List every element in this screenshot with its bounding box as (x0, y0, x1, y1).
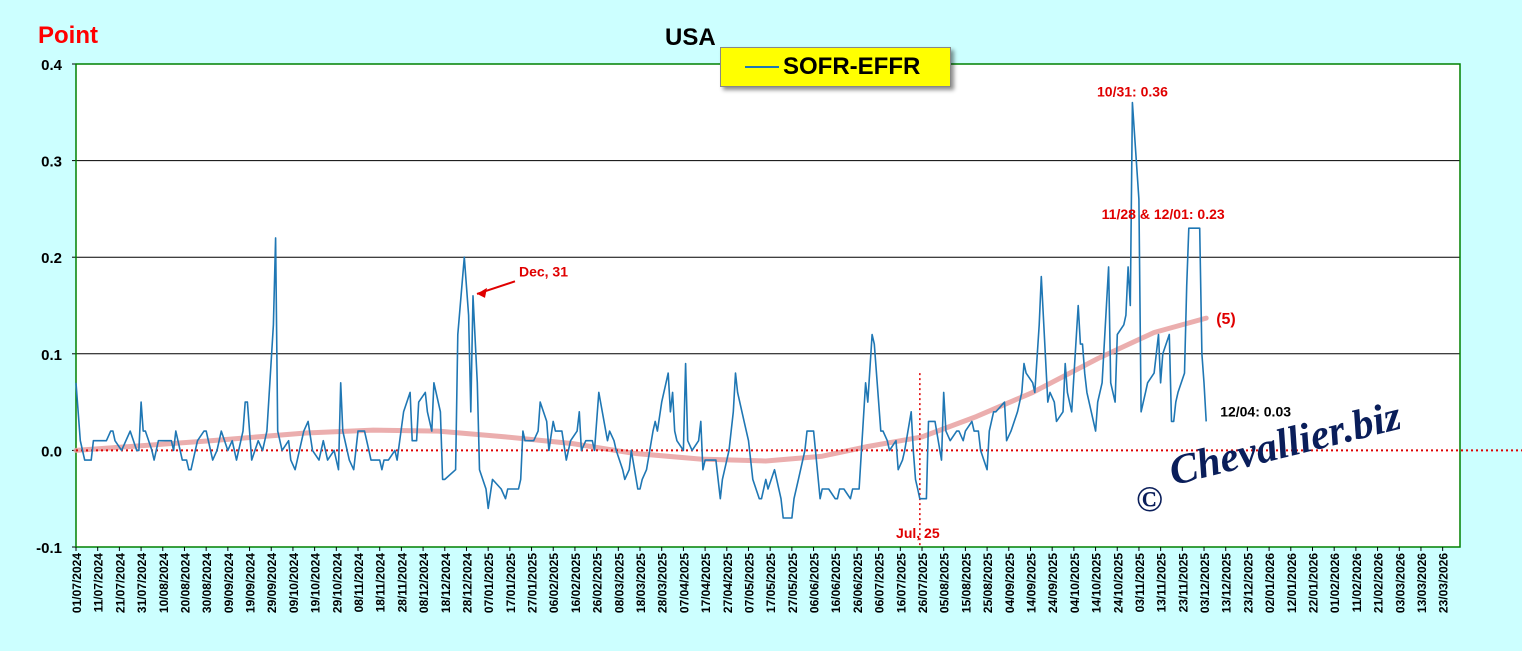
watermark: © Chevallier.biz (1128, 393, 1448, 530)
x-tick-label: 24/09/2025 (1046, 553, 1060, 613)
x-tick-label: 26/06/2025 (851, 553, 865, 613)
x-tick-label: 28/03/2025 (656, 553, 670, 613)
x-tick-label: 29/10/2024 (330, 553, 344, 613)
x-tick-label: 18/12/2024 (439, 553, 453, 613)
x-tick-label: 06/07/2025 (873, 553, 887, 613)
legend-line-swatch (745, 66, 779, 68)
annotation-peak-1031: 10/31: 0.36 (1097, 84, 1168, 100)
gridlines (76, 64, 1460, 547)
x-tick-label: 27/01/2025 (526, 553, 540, 613)
x-tick-label: 28/11/2024 (395, 553, 409, 613)
x-tick-label: 01/07/2024 (70, 553, 84, 613)
x-tick-label: 07/04/2025 (677, 553, 691, 613)
x-tick-label: 07/05/2025 (742, 553, 756, 613)
x-tick-label: 19/09/2024 (244, 553, 258, 613)
annotation-arrow-head (476, 287, 487, 298)
legend: SOFR-EFFR (720, 47, 951, 87)
x-tick-label: 13/11/2025 (1155, 553, 1169, 613)
x-tick-label: 15/08/2025 (959, 553, 973, 613)
x-tick-label: 18/11/2024 (374, 553, 388, 613)
annotation-peak-1128: 11/28 & 12/01: 0.23 (1102, 206, 1225, 222)
y-tick-label: 0.0 (41, 443, 62, 460)
x-tick-label: 03/03/2026 (1393, 553, 1407, 613)
x-tick-label: 05/08/2025 (938, 553, 952, 613)
x-tick-label: 17/04/2025 (699, 553, 713, 613)
y-tick-label: 0.2 (41, 250, 62, 267)
y-tick-label: 0.3 (41, 154, 62, 171)
annotations: 10/31: 0.36 11/28 & 12/01: 0.23 Dec, 31 (5)… (476, 84, 1291, 541)
x-tick-label: 13/03/2026 (1415, 553, 1429, 613)
annotation-dec31: Dec, 31 (519, 264, 568, 280)
x-tick-label: 04/09/2025 (1003, 553, 1017, 613)
chart-title: USA (665, 24, 716, 51)
watermark-copyright-symbol: © (1136, 479, 1163, 519)
x-tick-label: 11/02/2026 (1350, 553, 1364, 613)
x-tick-label: 09/10/2024 (287, 553, 301, 613)
x-tick-label: 29/09/2024 (265, 553, 279, 613)
y-tick-label: -0.1 (36, 540, 62, 557)
x-tick-label: 21/02/2026 (1372, 553, 1386, 613)
x-tick-label: 16/07/2025 (894, 553, 908, 613)
x-tick-label: 17/01/2025 (504, 553, 518, 613)
x-tick-label: 08/03/2025 (612, 553, 626, 613)
x-tick-label: 13/12/2025 (1220, 553, 1234, 613)
x-tick-label: 20/08/2024 (178, 553, 192, 613)
x-tick-label: 03/12/2025 (1198, 553, 1212, 613)
annotation-trend-5: (5) (1216, 311, 1236, 328)
x-tick-label: 22/01/2026 (1306, 553, 1320, 613)
y-tick-label: 0.4 (41, 57, 63, 74)
series-line-sofr-effr (75, 101, 1207, 519)
x-tick-label: 18/03/2025 (634, 553, 648, 613)
x-tick-label: 26/02/2025 (591, 553, 605, 613)
series (73, 101, 1522, 547)
x-tick-label: 08/11/2024 (352, 553, 366, 613)
x-tick-label: 19/10/2024 (309, 553, 323, 613)
x-tick-label: 02/01/2026 (1263, 553, 1277, 613)
x-tick-label: 08/12/2024 (417, 553, 431, 613)
x-tick-label: 01/02/2026 (1328, 553, 1342, 613)
x-tick-label: 23/12/2025 (1241, 553, 1255, 613)
y-unit-label: Point (38, 22, 98, 49)
x-tick-label: 04/10/2025 (1068, 553, 1082, 613)
x-tick-label: 23/03/2026 (1437, 553, 1451, 613)
x-tick-label: 16/02/2025 (569, 553, 583, 613)
x-tick-label: 26/07/2025 (916, 553, 930, 613)
plot-area (76, 64, 1460, 547)
x-tick-label: 23/11/2025 (1176, 553, 1190, 613)
legend-series-label: SOFR-EFFR (783, 53, 921, 80)
x-tick-label: 16/06/2025 (829, 553, 843, 613)
annotation-jul25: Jul, 25 (896, 525, 940, 541)
x-tick-label: 27/05/2025 (786, 553, 800, 613)
x-tick-label: 25/08/2025 (981, 553, 995, 613)
x-tick-label: 07/01/2025 (482, 553, 496, 613)
x-tick-label: 31/07/2024 (135, 553, 149, 613)
x-tick-label: 21/07/2024 (113, 553, 127, 613)
x-tick-label: 14/09/2025 (1024, 553, 1038, 613)
x-tick-label: 17/05/2025 (764, 553, 778, 613)
x-tick-label: 10/08/2024 (157, 553, 171, 613)
x-tick-label: 27/04/2025 (721, 553, 735, 613)
x-tick-label: 28/12/2024 (460, 553, 474, 613)
x-tick-label: 12/01/2026 (1285, 553, 1299, 613)
annotation-last-value: 12/04: 0.03 (1220, 404, 1291, 420)
x-tick-label: 11/07/2024 (92, 553, 106, 613)
x-tick-label: 03/11/2025 (1133, 553, 1147, 613)
x-tick-label: 06/06/2025 (808, 553, 822, 613)
x-tick-label: 14/10/2025 (1090, 553, 1104, 613)
y-tick-label: 0.1 (41, 347, 62, 364)
x-tick-label: 09/09/2024 (222, 553, 236, 613)
x-tick-label: 06/02/2025 (547, 553, 561, 613)
x-tick-label: 24/10/2025 (1111, 553, 1125, 613)
x-tick-label: 30/08/2024 (200, 553, 214, 613)
